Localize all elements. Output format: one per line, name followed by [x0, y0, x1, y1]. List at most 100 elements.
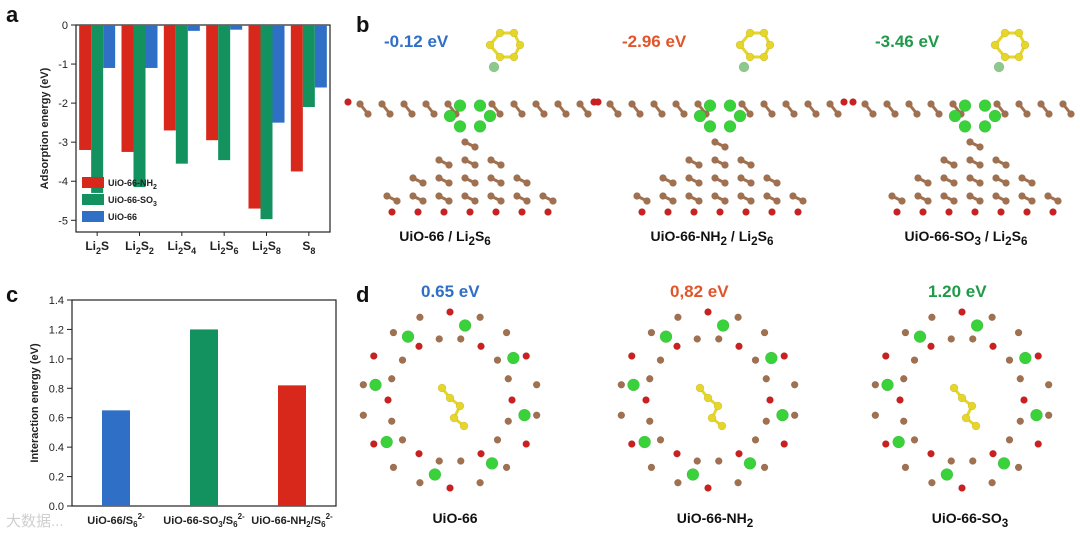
zr-atom — [988, 109, 1002, 123]
framework-atom — [762, 417, 771, 425]
zr-atom — [958, 120, 972, 133]
oxygen-atom — [716, 208, 724, 216]
carbon-atom — [695, 161, 703, 169]
carbon-atom — [940, 156, 948, 164]
bond — [951, 103, 963, 115]
bar-a-uio-66-so3-s8 — [302, 25, 315, 108]
sulfur-atom — [735, 40, 745, 50]
legend-label-a-uio-66-nh2: UiO-66-NH2 — [108, 178, 157, 191]
carbon-atom — [924, 197, 932, 205]
bond — [652, 103, 664, 115]
framework-atom — [928, 313, 936, 322]
framework-atom — [415, 342, 423, 351]
energy-d-uio66: 0.65 eV — [421, 282, 480, 301]
carbon-atom — [1002, 179, 1010, 187]
y-tick-label-a: -4 — [58, 176, 68, 188]
framework-atom — [398, 356, 407, 364]
carbon-atom — [957, 110, 965, 118]
carbon-atom — [738, 100, 746, 108]
carbon-atom — [976, 179, 984, 187]
zr-atom — [723, 120, 737, 133]
carbon-atom — [383, 192, 391, 200]
sulfur-atom — [745, 52, 755, 62]
framework-atom — [674, 478, 682, 487]
sulfur-atom — [509, 28, 519, 38]
plot-frame-a — [75, 24, 331, 233]
bond — [630, 103, 642, 115]
framework-atom — [901, 328, 910, 337]
bond — [969, 158, 981, 167]
carbon-atom — [513, 174, 521, 182]
carbon-atom — [1054, 197, 1062, 205]
oxygen-atom — [840, 98, 848, 106]
carbon-atom — [400, 100, 408, 108]
carbon-atom — [763, 174, 771, 182]
framework-atom — [988, 478, 996, 487]
carbon-atom — [497, 197, 505, 205]
carbon-atom — [992, 156, 1000, 164]
bond — [1021, 176, 1033, 185]
carbon-atom — [461, 138, 469, 146]
bond — [402, 103, 414, 115]
carbon-atom — [659, 174, 667, 182]
oxygen-atom — [1049, 208, 1057, 216]
framework-atom — [415, 449, 423, 458]
bond — [688, 176, 700, 185]
zr-atom — [686, 468, 700, 481]
bond — [961, 396, 973, 408]
carbon-atom — [669, 197, 677, 205]
oxygen-atom — [997, 208, 1005, 216]
framework-atom — [760, 463, 769, 472]
energy-b-uio66: -0.12 eV — [384, 32, 449, 51]
legend-swatch-a-uio-66-nh2 — [82, 177, 104, 188]
bar-a-uio-66-li2s2 — [145, 25, 158, 68]
framework-atom — [766, 396, 774, 404]
bond — [674, 103, 686, 115]
bar-a-uio-66-so3-li2s — [91, 25, 104, 193]
zr-atom — [743, 457, 757, 470]
carbon-atom — [950, 179, 958, 187]
sulfur-atom — [759, 28, 769, 38]
x-tick-label-a-s8: S8 — [302, 239, 315, 256]
bar-a-uio-66-nh2-li2s4 — [163, 25, 176, 131]
zr-atom — [940, 468, 954, 481]
framework-atom — [969, 457, 977, 465]
bond — [512, 32, 522, 46]
bond — [490, 194, 502, 203]
carbon-atom — [768, 110, 776, 118]
zr-atom — [443, 109, 457, 123]
legend-label-a-uio-66: UiO-66 — [108, 212, 137, 222]
x-tick-label-a-li2s4: Li2S4 — [167, 239, 196, 256]
carbon-atom — [549, 197, 557, 205]
carbon-atom — [487, 156, 495, 164]
bar-c-0 — [102, 410, 130, 506]
carbon-atom — [721, 161, 729, 169]
zr-atom — [453, 99, 467, 112]
carbon-atom — [1018, 192, 1026, 200]
carbon-atom — [702, 110, 710, 118]
carbon-atom — [927, 100, 935, 108]
bar-a-uio-66-nh2-li2s8 — [248, 25, 261, 209]
carbon-atom — [356, 100, 364, 108]
sulfur-atom — [949, 383, 959, 393]
bond — [995, 103, 1007, 115]
framework-atom — [735, 449, 743, 458]
sulfur-atom — [713, 401, 723, 411]
framework-atom — [1014, 463, 1023, 472]
sulfur-atom — [703, 393, 713, 403]
carbon-atom — [461, 174, 469, 182]
framework-atom — [1005, 356, 1014, 364]
carbon-atom — [914, 174, 922, 182]
framework-atom — [645, 375, 654, 383]
sulfur-atom — [459, 421, 469, 431]
framework-atom — [502, 463, 511, 472]
bond — [740, 176, 752, 185]
carbon-atom — [435, 192, 443, 200]
bond — [534, 103, 546, 115]
zr-atom — [458, 319, 472, 332]
carbon-atom — [1028, 179, 1036, 187]
framework-atom — [989, 449, 997, 458]
caption-b-uio66: UiO-66 / Li2S6 — [399, 228, 491, 248]
framework-atom — [927, 342, 935, 351]
bond — [1021, 194, 1033, 203]
